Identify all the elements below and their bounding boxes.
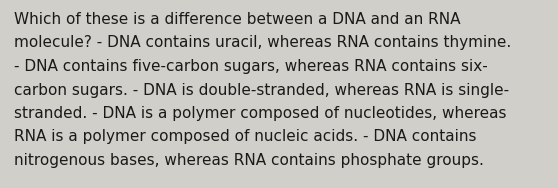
Text: nitrogenous bases, whereas RNA contains phosphate groups.: nitrogenous bases, whereas RNA contains … bbox=[14, 153, 484, 168]
Text: Which of these is a difference between a DNA and an RNA: Which of these is a difference between a… bbox=[14, 12, 460, 27]
Text: RNA is a polymer composed of nucleic acids. - DNA contains: RNA is a polymer composed of nucleic aci… bbox=[14, 130, 477, 145]
Text: - DNA contains five-carbon sugars, whereas RNA contains six-: - DNA contains five-carbon sugars, where… bbox=[14, 59, 488, 74]
Text: carbon sugars. - DNA is double-stranded, whereas RNA is single-: carbon sugars. - DNA is double-stranded,… bbox=[14, 83, 509, 98]
Text: molecule? - DNA contains uracil, whereas RNA contains thymine.: molecule? - DNA contains uracil, whereas… bbox=[14, 36, 511, 51]
Text: stranded. - DNA is a polymer composed of nucleotides, whereas: stranded. - DNA is a polymer composed of… bbox=[14, 106, 507, 121]
